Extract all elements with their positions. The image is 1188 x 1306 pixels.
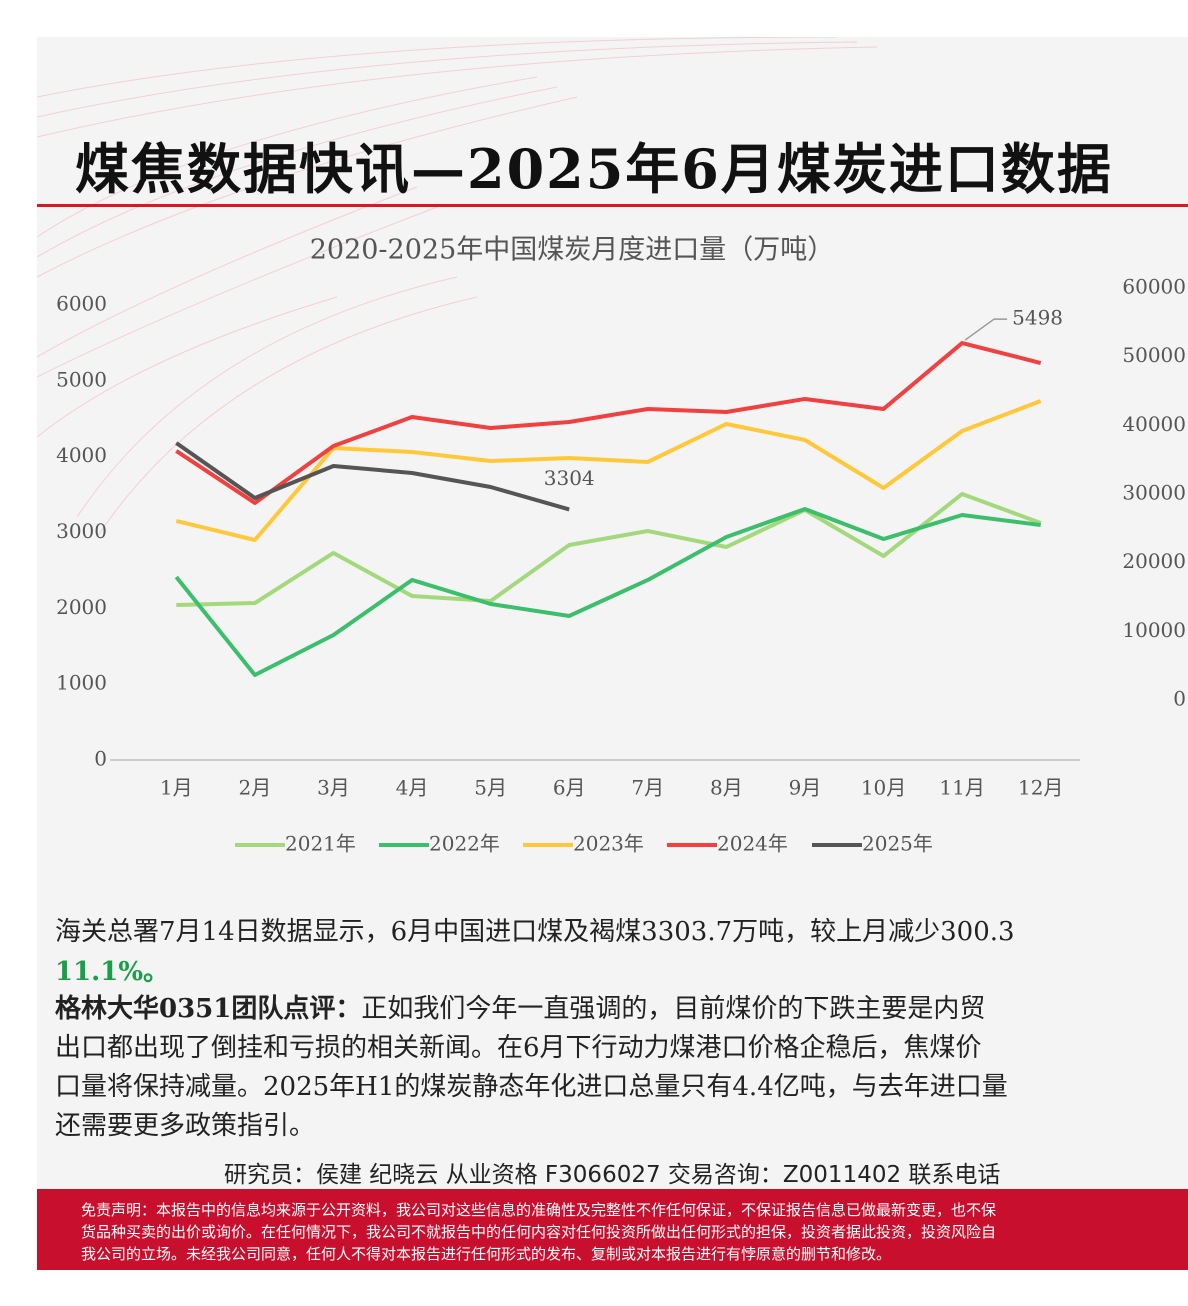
text-line: 口量将保持减量。2025年H1的煤炭静态年化进口总量只有4.4亿吨，与去年进口量 xyxy=(55,1072,1008,1102)
report-title: 煤焦数据快讯—2025年6月煤炭进口数据 xyxy=(75,137,1113,201)
y-tick-label: 2000 xyxy=(56,595,107,619)
chart: 2020-2025年中国煤炭月度进口量（万吨） 0 1000 2000 3000 400… xyxy=(56,235,1186,856)
disclaimer: 免责声明：本报告中的信息均来源于公开资料，我公司对这些信息的准确性及完整性不作任… xyxy=(37,1189,1188,1270)
y2-tick-label: 40000 xyxy=(1122,412,1186,436)
y-tick-label: 5000 xyxy=(56,367,107,391)
legend-label: 2021年 xyxy=(285,832,356,856)
comment-lead: 格林大华0351团队点评： xyxy=(55,994,362,1024)
x-tick-label: 12月 xyxy=(1018,776,1063,800)
text-line: 格林大华0351团队点评：正如我们今年一直强调的，目前煤价的下跌主要是内贸 xyxy=(55,988,985,1025)
legend-label: 2024年 xyxy=(717,832,788,856)
data-label: 3304 xyxy=(544,466,595,490)
x-tick-label: 7月 xyxy=(631,776,664,800)
y-tick-label: 6000 xyxy=(56,292,107,316)
report-panel: 煤焦数据快讯—2025年6月煤炭进口数据 2020-2025年中国煤炭月度进口量… xyxy=(37,37,1188,1270)
y2-tick-label: 60000 xyxy=(1122,275,1186,299)
text-line: 海关总署7月14日数据显示，6月中国进口煤及褐煤3303.7万吨，较上月减少30… xyxy=(55,917,1015,947)
x-tick-label: 11月 xyxy=(939,776,984,800)
data-label: 5498 xyxy=(1012,306,1063,330)
series-line xyxy=(175,399,1042,543)
disclaimer-line: 货品种买卖的出价或询价。在任何情况下，我公司不就报告中的任何内容对任何投资所做出… xyxy=(81,1223,997,1241)
title-rule xyxy=(37,204,1188,207)
x-tick-label: 8月 xyxy=(710,776,743,800)
y-tick-label: 0 xyxy=(94,747,107,771)
y2-tick-label: 10000 xyxy=(1122,618,1186,642)
series-line xyxy=(174,506,1041,677)
legend-label: 2025年 xyxy=(862,832,933,856)
y2-tick-label: 50000 xyxy=(1122,343,1186,367)
text-line: 出口都出现了倒挂和亏损的相关新闻。在6月下行动力煤港口价格企稳后，焦煤价 xyxy=(55,1033,982,1063)
x-tick-label: 10月 xyxy=(861,776,906,800)
x-tick-label: 2月 xyxy=(239,776,272,800)
y2-tick-label: 20000 xyxy=(1122,549,1186,573)
series-line xyxy=(175,441,570,512)
series-line xyxy=(176,491,1042,607)
series-line xyxy=(175,341,1042,506)
x-tick-label: 6月 xyxy=(553,776,586,800)
y-tick-label: 4000 xyxy=(56,443,107,467)
decoration xyxy=(37,37,878,537)
staff-line: 研究员：侯建 纪晓云 从业资格 F3066027 交易咨询：Z0011402 联… xyxy=(224,1162,1001,1188)
y-tick-label: 3000 xyxy=(56,519,107,543)
x-tick-label: 4月 xyxy=(396,776,429,800)
y-tick-label: 1000 xyxy=(56,671,107,695)
legend-label: 2022年 xyxy=(429,832,500,856)
y2-tick-label: 30000 xyxy=(1122,481,1186,505)
disclaimer-line: 免责声明：本报告中的信息均来源于公开资料，我公司对这些信息的准确性及完整性不作任… xyxy=(81,1201,997,1219)
disclaimer-line: 我公司的立场。未经我公司同意，任何人不得对本报告进行任何形式的发布、复制或对本报… xyxy=(81,1245,892,1263)
chart-title: 2020-2025年中国煤炭月度进口量（万吨） xyxy=(310,235,835,266)
x-tick-label: 5月 xyxy=(474,776,507,800)
text-line: 还需要更多政策指引。 xyxy=(55,1111,316,1141)
text-line: 11.1%。 xyxy=(55,957,170,987)
legend-label: 2023年 xyxy=(573,832,644,856)
x-tick-label: 1月 xyxy=(160,776,193,800)
y2-tick-label: 0 xyxy=(1173,687,1186,711)
x-tick-label: 9月 xyxy=(789,776,822,800)
x-tick-label: 3月 xyxy=(317,776,350,800)
text-span: 正如我们今年一直强调的，目前煤价的下跌主要是内贸 xyxy=(361,994,986,1024)
leader-line xyxy=(964,318,1008,341)
